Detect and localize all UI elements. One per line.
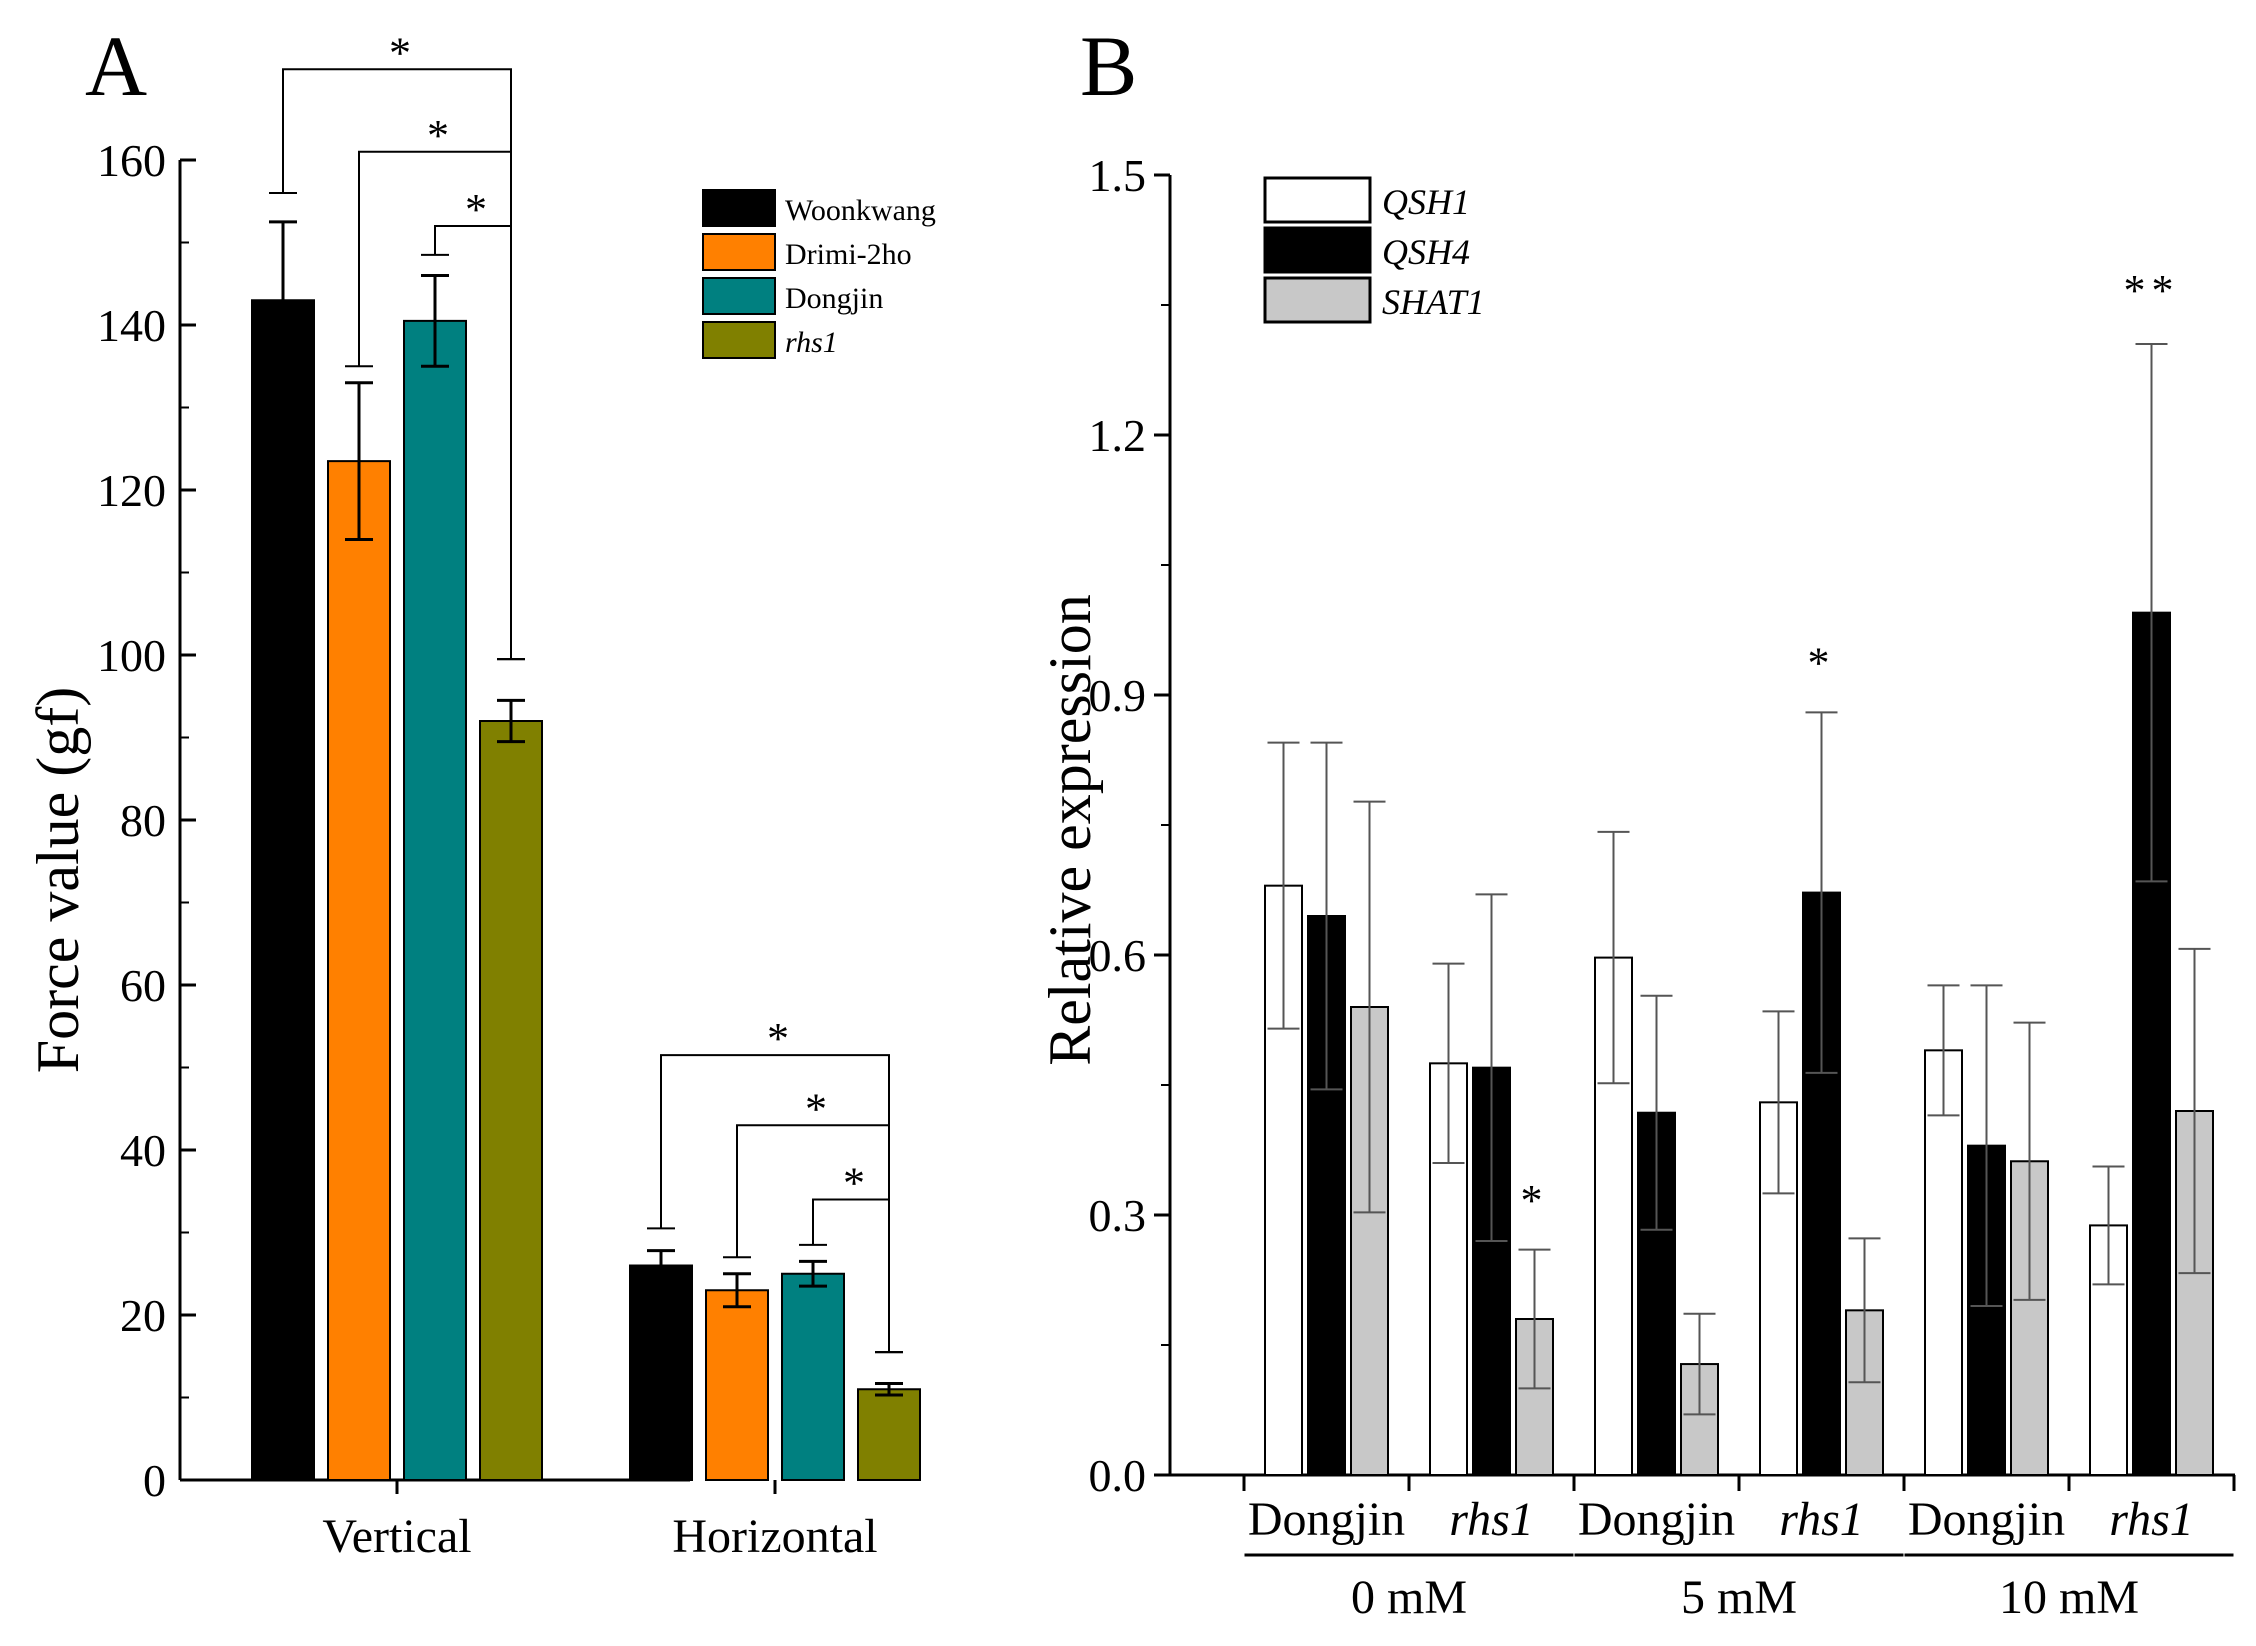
panel-b-axes: 0.0 0.3 0.6 0.9 1.2 1.5 Dongjin rhs1 0 mM Dongjin… — [1089, 150, 2236, 1624]
panel-a-y-tick-label: 80 — [120, 795, 166, 846]
significance-star: * — [767, 1014, 789, 1063]
significance-star: * — [427, 111, 449, 160]
panel-b-y-tick-label: 1.5 — [1089, 150, 1147, 201]
panel-a-category-label: Vertical — [322, 1510, 471, 1563]
panel-b: B Relative expression 0.0 0.3 0.6 0.9 1.2 1.5… — [1037, 18, 2236, 1624]
panel-b-subgroup-label: Dongjin — [1248, 1493, 1405, 1546]
significance-bracket — [282, 68, 512, 660]
panel-a-axes: 0 20 40 60 80 100 120 140 160 Vertical Horizontal — [97, 135, 878, 1563]
panel-b-subgroup-label: rhs1 — [1449, 1493, 1534, 1546]
significance-star: * — [1808, 639, 1836, 688]
panel-a-bars — [251, 220, 921, 1481]
panel-a-y-axis-title: Force value (gf) — [25, 687, 91, 1073]
bar-drimi-2ho-horizontal — [705, 1289, 769, 1481]
panel-a: A Force value (gf) 0 20 40 60 80 100 120 140 160… — [25, 18, 936, 1563]
legend-label-shat1: SHAT1 — [1382, 282, 1485, 322]
panel-a-y-tick-label: 140 — [97, 300, 166, 351]
bar-woonkwang-vertical — [251, 299, 315, 1481]
panel-b-group-label: 10 mM — [1999, 1571, 2139, 1624]
panel-b-y-tick-label: 0.3 — [1089, 1190, 1147, 1241]
panel-b-subgroup-label: Dongjin — [1578, 1493, 1735, 1546]
panel-b-bars — [1264, 343, 2214, 1477]
bar-rhs1-horizontal — [857, 1388, 921, 1481]
panel-a-y-tick-label: 60 — [120, 960, 166, 1011]
bar-drimi-2ho-vertical — [327, 460, 391, 1481]
panel-b-subgroup-label: rhs1 — [2109, 1493, 2194, 1546]
panel-b-y-tick-label: 0.0 — [1089, 1450, 1147, 1501]
panel-b-y-tick-label: 1.2 — [1089, 410, 1147, 461]
panel-b-subgroup-label: rhs1 — [1779, 1493, 1864, 1546]
panel-a-y-tick-label: 0 — [143, 1455, 166, 1506]
panel-b-subgroup-label: Dongjin — [1908, 1493, 2065, 1546]
significance-star: ** — [2124, 266, 2180, 315]
panel-a-y-tick-label: 120 — [97, 465, 166, 516]
panel-a-y-tick-label: 40 — [120, 1125, 166, 1176]
panel-a-letter: A — [85, 18, 147, 114]
bar-rhs1-vertical — [479, 720, 543, 1481]
legend-label-rhs1: rhs1 — [785, 326, 838, 359]
panel-a-y-tick-label: 20 — [120, 1290, 166, 1341]
significance-bracket — [812, 1198, 890, 1353]
bar-dongjin-horizontal — [781, 1272, 845, 1481]
significance-star: * — [805, 1084, 827, 1133]
bar-qsh4-1 — [1472, 1066, 1511, 1476]
legend-swatch-shat1 — [1263, 276, 1372, 324]
panel-b-group-label: 0 mM — [1351, 1571, 1467, 1624]
bar-qsh4-0 — [1307, 915, 1346, 1476]
legend-label-qsh4: QSH4 — [1382, 232, 1470, 272]
bar-dongjin-vertical — [403, 319, 467, 1481]
legend-swatch-qsh1 — [1263, 176, 1372, 224]
bar-woonkwang-horizontal — [629, 1264, 693, 1481]
panel-b-letter: B — [1080, 18, 1137, 114]
panel-a-category-label: Horizontal — [672, 1510, 877, 1563]
panel-b-y-tick-label: 0.9 — [1089, 670, 1147, 721]
panel-a-legend: Woonkwang Drimi-2ho Dongjin rhs1 — [702, 189, 936, 359]
significance-star: * — [465, 185, 487, 234]
legend-swatch-woonkwang — [702, 189, 776, 227]
legend-swatch-qsh4 — [1263, 226, 1372, 274]
legend-swatch-dongjin — [702, 277, 776, 315]
significance-star: * — [389, 28, 411, 77]
panel-b-legend: QSH1 QSH4 SHAT1 — [1263, 176, 1485, 324]
legend-label-qsh1: QSH1 — [1382, 182, 1470, 222]
significance-star: * — [1521, 1176, 1549, 1225]
panel-a-y-tick-label: 100 — [97, 630, 166, 681]
legend-label-drimi-2ho: Drimi-2ho — [785, 238, 912, 271]
legend-swatch-drimi-2ho — [702, 233, 776, 271]
significance-star: * — [843, 1159, 865, 1208]
legend-label-woonkwang: Woonkwang — [785, 194, 936, 227]
panel-b-significance: **** — [1521, 266, 2180, 1225]
panel-b-group-label: 5 mM — [1681, 1571, 1797, 1624]
significance-bracket — [434, 225, 512, 660]
legend-swatch-rhs1 — [702, 321, 776, 359]
legend-label-dongjin: Dongjin — [785, 282, 883, 315]
panel-b-y-axis-title: Relative expression — [1037, 594, 1103, 1066]
panel-a-significance: * * * * * * — [269, 28, 903, 1354]
panel-a-y-tick-label: 160 — [97, 135, 166, 186]
panel-b-y-tick-label: 0.6 — [1089, 930, 1147, 981]
